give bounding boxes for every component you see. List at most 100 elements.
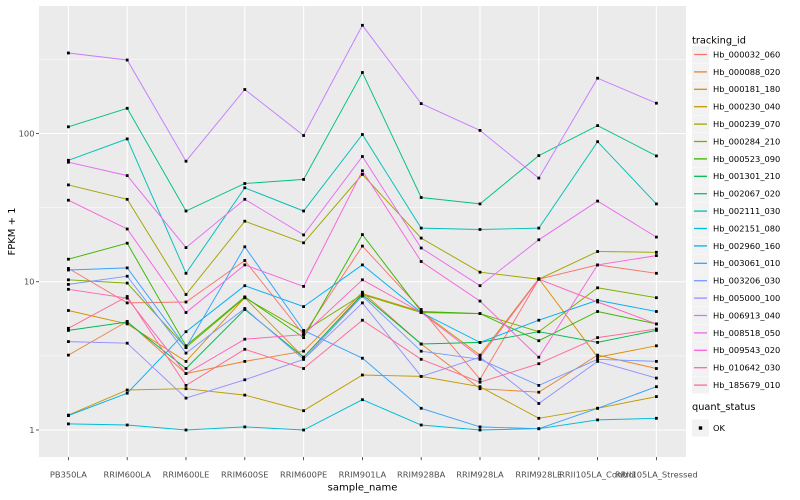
data-point xyxy=(655,310,658,313)
legend-entry: Hb_000230_040 xyxy=(692,98,780,116)
data-point xyxy=(419,308,423,311)
data-point xyxy=(243,259,247,262)
data-point xyxy=(243,295,247,299)
data-point xyxy=(243,284,247,288)
data-point xyxy=(596,298,599,302)
data-point xyxy=(125,301,129,305)
data-point xyxy=(67,309,70,312)
legend-entry: Hb_002960_160 xyxy=(692,237,780,255)
data-point xyxy=(243,425,247,429)
data-point xyxy=(419,236,423,240)
data-point xyxy=(361,290,364,294)
data-point xyxy=(596,336,599,339)
data-point xyxy=(184,384,188,387)
data-point xyxy=(243,307,247,310)
data-point xyxy=(596,124,599,127)
data-point xyxy=(655,376,658,380)
data-point xyxy=(596,199,599,203)
x-tick-label: RRII105LA_Control xyxy=(559,470,636,480)
data-point xyxy=(67,278,70,282)
data-point xyxy=(537,330,541,334)
data-point xyxy=(184,360,188,363)
legend-entry: Hb_000239_070 xyxy=(692,115,780,133)
x-tick-label: RRIM600LA xyxy=(103,470,151,480)
data-point xyxy=(596,418,599,422)
data-point xyxy=(655,327,658,331)
data-point xyxy=(419,102,423,105)
data-point xyxy=(478,355,482,359)
x-axis-title: sample_name xyxy=(328,483,398,494)
data-point xyxy=(537,384,541,387)
data-point xyxy=(184,330,188,334)
data-point xyxy=(302,329,305,332)
data-point xyxy=(184,293,188,296)
data-point xyxy=(419,406,423,410)
data-point xyxy=(67,158,70,162)
legend-label: Hb_002960_160 xyxy=(713,241,780,251)
data-point xyxy=(67,353,70,357)
data-point xyxy=(419,375,423,378)
legend-entry: Hb_002067_020 xyxy=(692,185,780,203)
data-point xyxy=(596,406,599,410)
data-point xyxy=(243,337,247,341)
data-point xyxy=(125,137,129,141)
data-point xyxy=(243,88,247,91)
data-point xyxy=(361,318,364,322)
data-point xyxy=(596,300,599,304)
tracking-legend-title: tracking_id xyxy=(692,36,746,47)
legend-entry: Hb_003061_010 xyxy=(692,254,780,272)
x-tick-label: RRIM928LA xyxy=(456,470,504,480)
legend-label: Hb_002067_020 xyxy=(713,189,780,199)
data-point xyxy=(361,71,364,74)
data-point xyxy=(361,293,364,296)
legend-entry: Hb_000032_060 xyxy=(692,46,780,63)
data-point xyxy=(478,357,482,361)
legend-label: Hb_003061_010 xyxy=(713,258,780,268)
data-point xyxy=(125,341,129,345)
legend-entry: Hb_185679_010 xyxy=(692,376,780,394)
data-point xyxy=(302,357,305,361)
data-point xyxy=(67,267,70,270)
data-point xyxy=(243,263,247,267)
data-point xyxy=(478,299,482,303)
data-point xyxy=(655,202,658,206)
data-point xyxy=(125,388,129,392)
data-point xyxy=(478,312,482,315)
x-tick-label: RRIM600PE xyxy=(280,470,327,480)
data-point xyxy=(478,425,482,429)
data-point xyxy=(302,336,305,339)
data-point xyxy=(537,238,541,242)
legend-label: Hb_006913_040 xyxy=(713,310,780,320)
data-point xyxy=(184,209,188,213)
data-point xyxy=(537,277,541,281)
data-point xyxy=(67,340,70,343)
data-point xyxy=(302,134,305,137)
data-point xyxy=(302,333,305,336)
legend-label: Hb_008518_050 xyxy=(713,328,780,338)
data-point xyxy=(537,416,541,420)
data-point xyxy=(419,226,423,230)
data-point xyxy=(596,76,599,80)
data-point xyxy=(243,378,247,382)
data-point xyxy=(184,351,188,355)
data-point xyxy=(184,428,188,432)
data-point xyxy=(596,353,599,357)
data-point xyxy=(478,377,482,381)
data-point xyxy=(243,182,247,185)
data-point xyxy=(125,106,129,110)
data-point xyxy=(67,422,70,426)
legend-entry: Hb_002111_030 xyxy=(692,202,780,220)
quant-legend-title: quant_status xyxy=(692,402,755,413)
data-point xyxy=(243,393,247,397)
data-point xyxy=(419,246,423,250)
data-point xyxy=(537,318,541,322)
legend-entry: Hb_009543_020 xyxy=(692,341,780,359)
data-point xyxy=(302,367,305,370)
data-point xyxy=(67,326,70,330)
data-point xyxy=(419,342,423,346)
data-point xyxy=(655,271,658,275)
data-point xyxy=(537,154,541,157)
data-point xyxy=(655,154,658,158)
data-point xyxy=(596,355,599,359)
data-point xyxy=(302,428,305,432)
